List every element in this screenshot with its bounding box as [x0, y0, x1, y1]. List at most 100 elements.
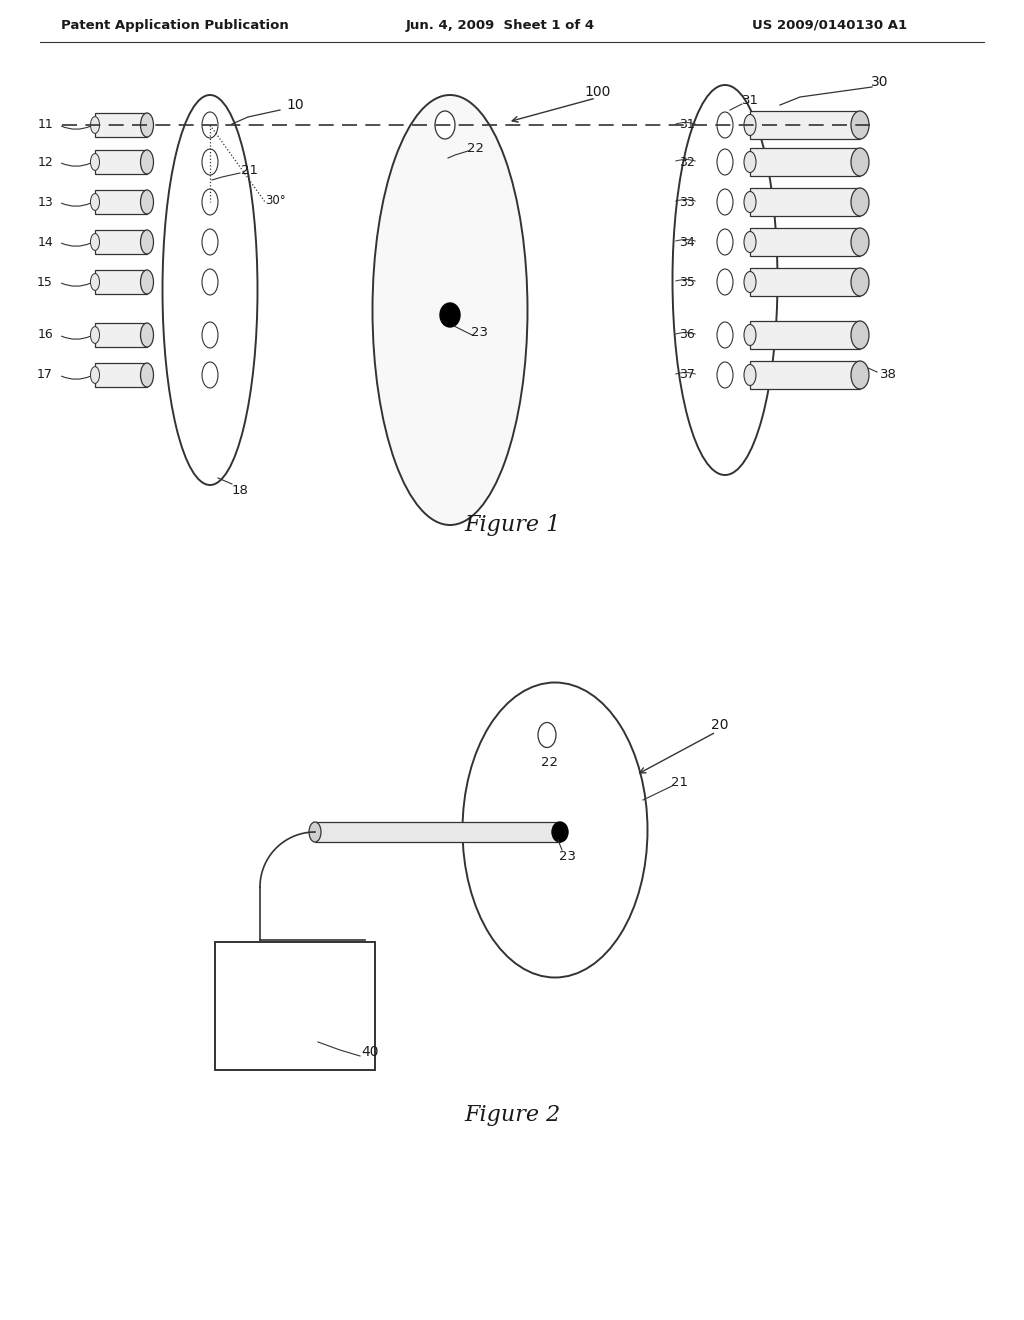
Ellipse shape: [90, 116, 99, 133]
Ellipse shape: [140, 363, 154, 387]
Bar: [750, 228, 860, 256]
Ellipse shape: [140, 150, 154, 174]
Bar: [750, 148, 860, 176]
Ellipse shape: [202, 362, 218, 388]
Ellipse shape: [463, 682, 647, 978]
Bar: [95, 323, 147, 347]
Ellipse shape: [202, 112, 218, 139]
Text: 13: 13: [37, 195, 53, 209]
Ellipse shape: [851, 268, 869, 296]
Text: 12: 12: [37, 156, 53, 169]
Text: 37: 37: [679, 368, 695, 381]
Ellipse shape: [90, 234, 99, 251]
Text: 31: 31: [741, 94, 759, 107]
Ellipse shape: [851, 187, 869, 216]
Text: 30°: 30°: [264, 194, 286, 206]
Bar: [95, 190, 147, 214]
Text: 35: 35: [679, 276, 695, 289]
Ellipse shape: [717, 269, 733, 294]
Ellipse shape: [90, 367, 99, 383]
Ellipse shape: [90, 194, 99, 210]
Text: 100: 100: [585, 84, 611, 99]
Ellipse shape: [744, 191, 756, 213]
Ellipse shape: [717, 228, 733, 255]
Text: 40: 40: [361, 1045, 379, 1059]
Text: Figure 2: Figure 2: [464, 1104, 560, 1126]
Bar: [95, 363, 147, 387]
Ellipse shape: [140, 271, 154, 294]
Text: Patent Application Publication: Patent Application Publication: [61, 18, 289, 32]
Text: 14: 14: [37, 235, 53, 248]
Ellipse shape: [673, 84, 777, 475]
Ellipse shape: [163, 95, 257, 484]
Ellipse shape: [90, 326, 99, 343]
Ellipse shape: [744, 272, 756, 293]
Ellipse shape: [717, 362, 733, 388]
Text: 10: 10: [286, 98, 304, 112]
Ellipse shape: [851, 360, 869, 389]
Text: 22: 22: [542, 755, 558, 768]
Ellipse shape: [90, 153, 99, 170]
Bar: [95, 271, 147, 294]
Ellipse shape: [717, 149, 733, 176]
Text: 18: 18: [231, 483, 249, 496]
Ellipse shape: [744, 115, 756, 136]
Text: 21: 21: [672, 776, 688, 788]
Ellipse shape: [309, 822, 321, 842]
Ellipse shape: [744, 364, 756, 385]
Text: 32: 32: [679, 156, 695, 169]
Text: 11: 11: [37, 119, 53, 132]
Ellipse shape: [552, 822, 568, 842]
Text: 23: 23: [471, 326, 488, 338]
Ellipse shape: [538, 722, 556, 747]
Ellipse shape: [435, 111, 455, 139]
Text: 22: 22: [467, 141, 483, 154]
Ellipse shape: [373, 95, 527, 525]
Ellipse shape: [202, 269, 218, 294]
Text: 20: 20: [712, 718, 729, 733]
Ellipse shape: [90, 273, 99, 290]
Ellipse shape: [202, 189, 218, 215]
Text: US 2009/0140130 A1: US 2009/0140130 A1: [753, 18, 907, 32]
Ellipse shape: [851, 148, 869, 176]
Text: 33: 33: [679, 195, 695, 209]
Text: 30: 30: [871, 75, 889, 88]
Ellipse shape: [202, 228, 218, 255]
Text: Figure 1: Figure 1: [464, 513, 560, 536]
Bar: [95, 150, 147, 174]
Bar: [215, 942, 375, 1071]
Ellipse shape: [140, 190, 154, 214]
Ellipse shape: [717, 322, 733, 348]
Ellipse shape: [744, 325, 756, 346]
Ellipse shape: [744, 152, 756, 173]
Ellipse shape: [140, 230, 154, 253]
Bar: [750, 187, 860, 216]
Text: 17: 17: [37, 368, 53, 381]
Bar: [95, 230, 147, 253]
Text: 21: 21: [242, 164, 258, 177]
Bar: [95, 114, 147, 137]
Bar: [315, 822, 560, 842]
Ellipse shape: [717, 112, 733, 139]
Ellipse shape: [202, 322, 218, 348]
Text: 23: 23: [559, 850, 577, 863]
Ellipse shape: [202, 149, 218, 176]
Ellipse shape: [744, 231, 756, 252]
Text: 36: 36: [679, 329, 695, 342]
Text: 31: 31: [679, 119, 695, 132]
Text: 38: 38: [880, 368, 896, 381]
Bar: [750, 360, 860, 389]
Bar: [750, 111, 860, 139]
Text: 34: 34: [679, 235, 695, 248]
Text: 16: 16: [37, 329, 53, 342]
Bar: [750, 268, 860, 296]
Ellipse shape: [440, 304, 460, 327]
Text: Jun. 4, 2009  Sheet 1 of 4: Jun. 4, 2009 Sheet 1 of 4: [406, 18, 595, 32]
Text: 15: 15: [37, 276, 53, 289]
Bar: [750, 321, 860, 348]
Ellipse shape: [140, 323, 154, 347]
Ellipse shape: [140, 114, 154, 137]
Ellipse shape: [851, 321, 869, 348]
Ellipse shape: [717, 189, 733, 215]
Ellipse shape: [851, 228, 869, 256]
